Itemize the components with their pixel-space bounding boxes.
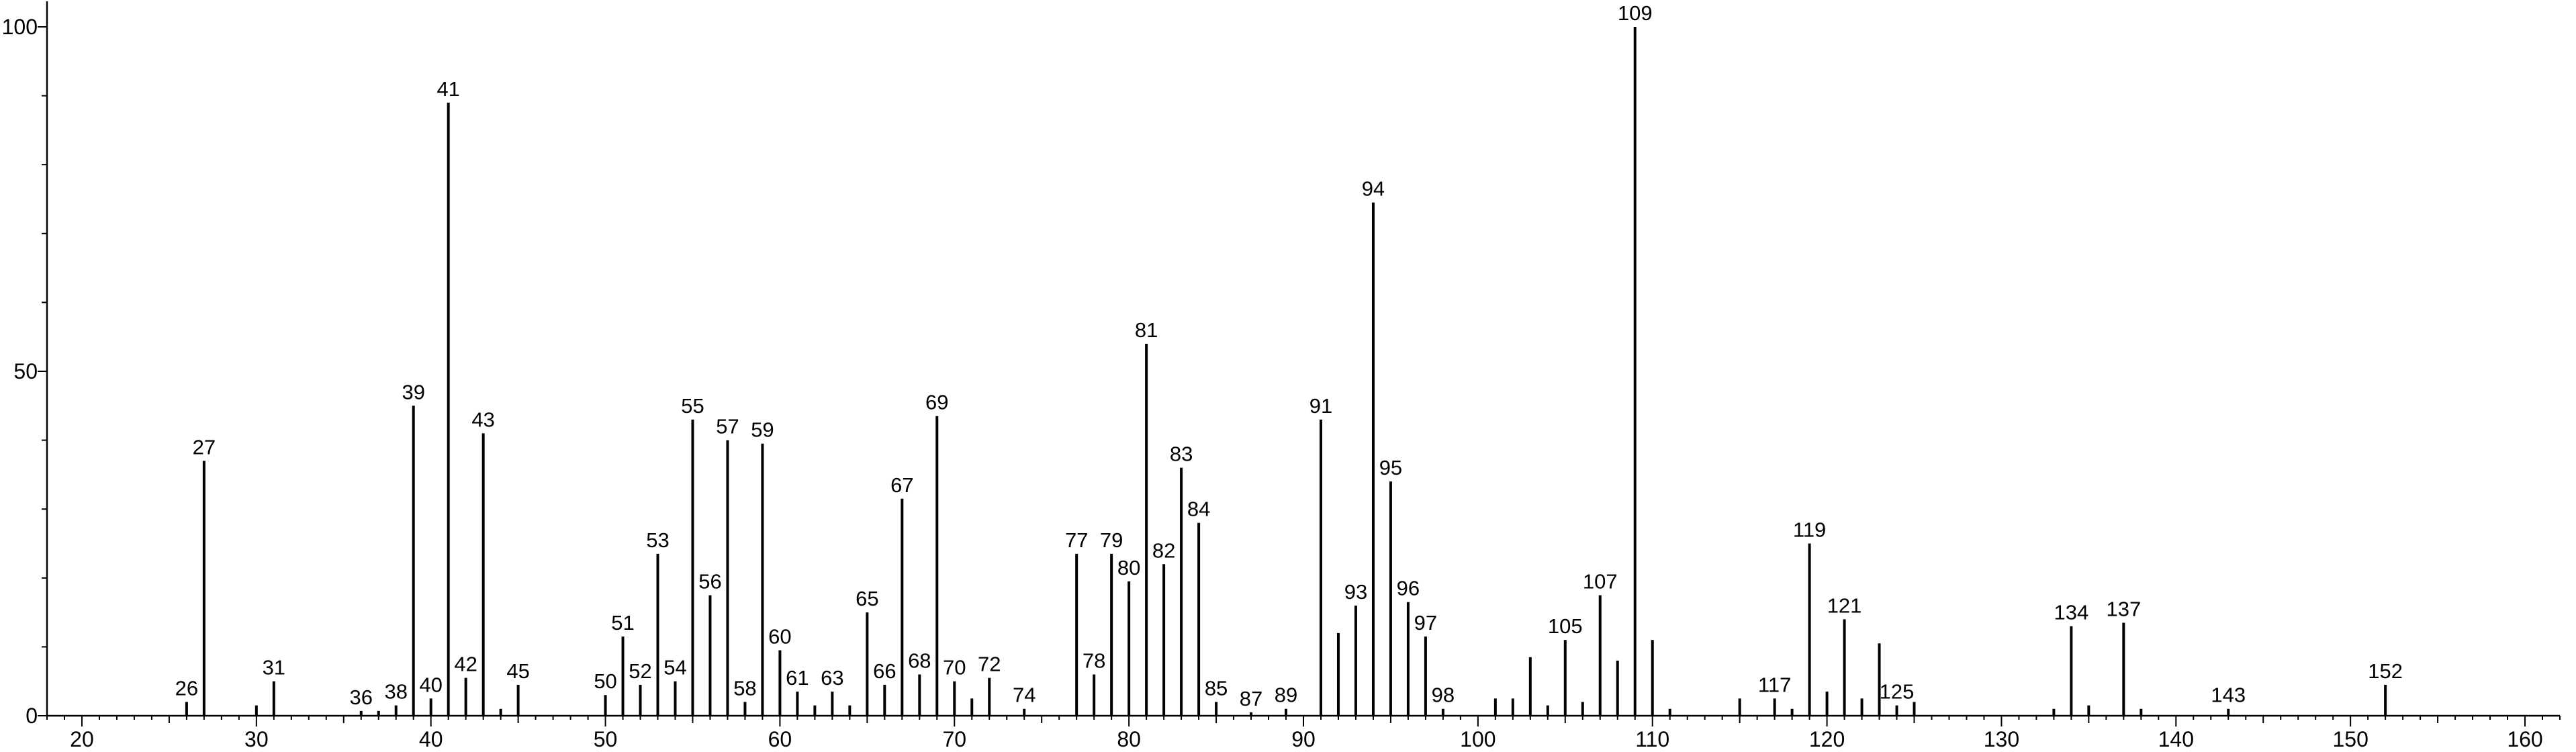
peak-label: 69 — [925, 391, 948, 414]
x-tick-label: 150 — [2332, 727, 2368, 751]
peak-label: 74 — [1013, 684, 1036, 707]
peak-label: 40 — [419, 673, 442, 696]
x-tick-label: 20 — [70, 727, 94, 751]
x-tick-label: 140 — [2158, 727, 2194, 751]
peak-label: 95 — [1379, 456, 1402, 479]
y-tick-label: 100 — [2, 15, 38, 39]
peak-label: 143 — [2211, 684, 2246, 707]
peak-label: 38 — [384, 680, 407, 704]
peak-bars — [185, 27, 2387, 716]
peak-label: 59 — [751, 418, 774, 442]
peak-label: 27 — [193, 435, 216, 459]
peak-label: 93 — [1344, 580, 1367, 604]
peak-label: 83 — [1170, 442, 1193, 466]
peak-label: 85 — [1205, 676, 1228, 700]
peak-label: 119 — [1793, 518, 1826, 542]
peak-label: 67 — [890, 473, 913, 497]
peak-label: 121 — [1827, 594, 1862, 617]
x-tick-label: 50 — [594, 727, 618, 751]
peak-label: 134 — [2054, 601, 2089, 624]
x-tick-label: 110 — [1635, 727, 1669, 751]
y-tick-label: 50 — [13, 359, 38, 383]
peak-label: 137 — [2106, 597, 2141, 620]
peak-label: 78 — [1083, 649, 1105, 672]
peak-label: 63 — [821, 666, 843, 690]
peak-label: 152 — [2368, 659, 2403, 683]
peak-label: 39 — [402, 380, 424, 404]
peak-label: 81 — [1135, 318, 1158, 342]
peak-label: 50 — [594, 669, 616, 693]
peak-label: 43 — [471, 408, 494, 431]
peak-label: 31 — [263, 656, 285, 679]
peak-label: 26 — [175, 676, 198, 700]
peak-label: 56 — [698, 569, 721, 593]
peak-label: 77 — [1065, 528, 1088, 552]
peak-label: 91 — [1309, 394, 1332, 418]
peak-label: 87 — [1240, 687, 1262, 710]
peak-label: 70 — [943, 656, 966, 679]
x-tick-label: 130 — [1984, 727, 2019, 751]
peak-label: 42 — [454, 653, 477, 676]
x-tick-label: 40 — [419, 727, 443, 751]
peak-label: 45 — [506, 659, 529, 683]
peak-label: 109 — [1618, 1, 1653, 25]
x-tick-label: 60 — [768, 727, 792, 751]
peak-label: 36 — [350, 686, 373, 709]
x-tick-label: 80 — [1117, 727, 1141, 751]
axes — [46, 1, 2560, 717]
peak-label: 79 — [1100, 528, 1123, 552]
peak-label: 80 — [1117, 556, 1140, 579]
peak-label: 82 — [1152, 538, 1175, 562]
peak-label: 53 — [646, 528, 669, 552]
x-tick-label: 70 — [942, 727, 966, 751]
peak-label: 55 — [681, 394, 704, 418]
peak-label: 60 — [768, 625, 791, 649]
peak-label: 52 — [629, 659, 651, 683]
peak-label: 41 — [436, 77, 459, 101]
peak-label: 89 — [1275, 684, 1297, 707]
peak-label: 66 — [873, 659, 896, 683]
peak-label: 117 — [1758, 673, 1791, 696]
peak-label: 54 — [663, 656, 686, 679]
peak-label: 105 — [1548, 614, 1583, 638]
peak-label: 96 — [1397, 577, 1420, 600]
peak-label: 98 — [1432, 684, 1455, 707]
x-tick-label: 160 — [2507, 727, 2542, 751]
x-tick-label: 30 — [244, 727, 269, 751]
peak-label: 125 — [1880, 680, 1915, 704]
peak-label: 58 — [733, 676, 756, 700]
peak-label: 65 — [856, 587, 878, 610]
peak-label: 72 — [978, 653, 1001, 676]
peak-label: 107 — [1583, 569, 1618, 593]
y-axis-ticks: 0 50 100 — [2, 15, 47, 728]
peak-label: 97 — [1414, 611, 1437, 634]
peak-label: 61 — [786, 666, 809, 690]
peak-label: 57 — [716, 415, 739, 438]
x-axis-ticks: 20 30 40 50 60 70 80 90 100 110 120 130 140 150 160 — [46, 716, 2561, 751]
y-tick-label: 0 — [26, 704, 38, 728]
peak-labels: 26 27 31 36 38 39 40 41 42 43 45 50 51 52 53 54 55 56 57 58… — [175, 1, 2403, 710]
peak-label: 94 — [1362, 177, 1385, 201]
x-tick-label: 100 — [1460, 727, 1496, 751]
peak-label: 51 — [611, 611, 634, 634]
x-tick-label: 90 — [1291, 727, 1316, 751]
x-tick-label: 120 — [1809, 727, 1845, 751]
peak-label: 84 — [1187, 498, 1210, 521]
peak-label: 68 — [908, 649, 931, 672]
